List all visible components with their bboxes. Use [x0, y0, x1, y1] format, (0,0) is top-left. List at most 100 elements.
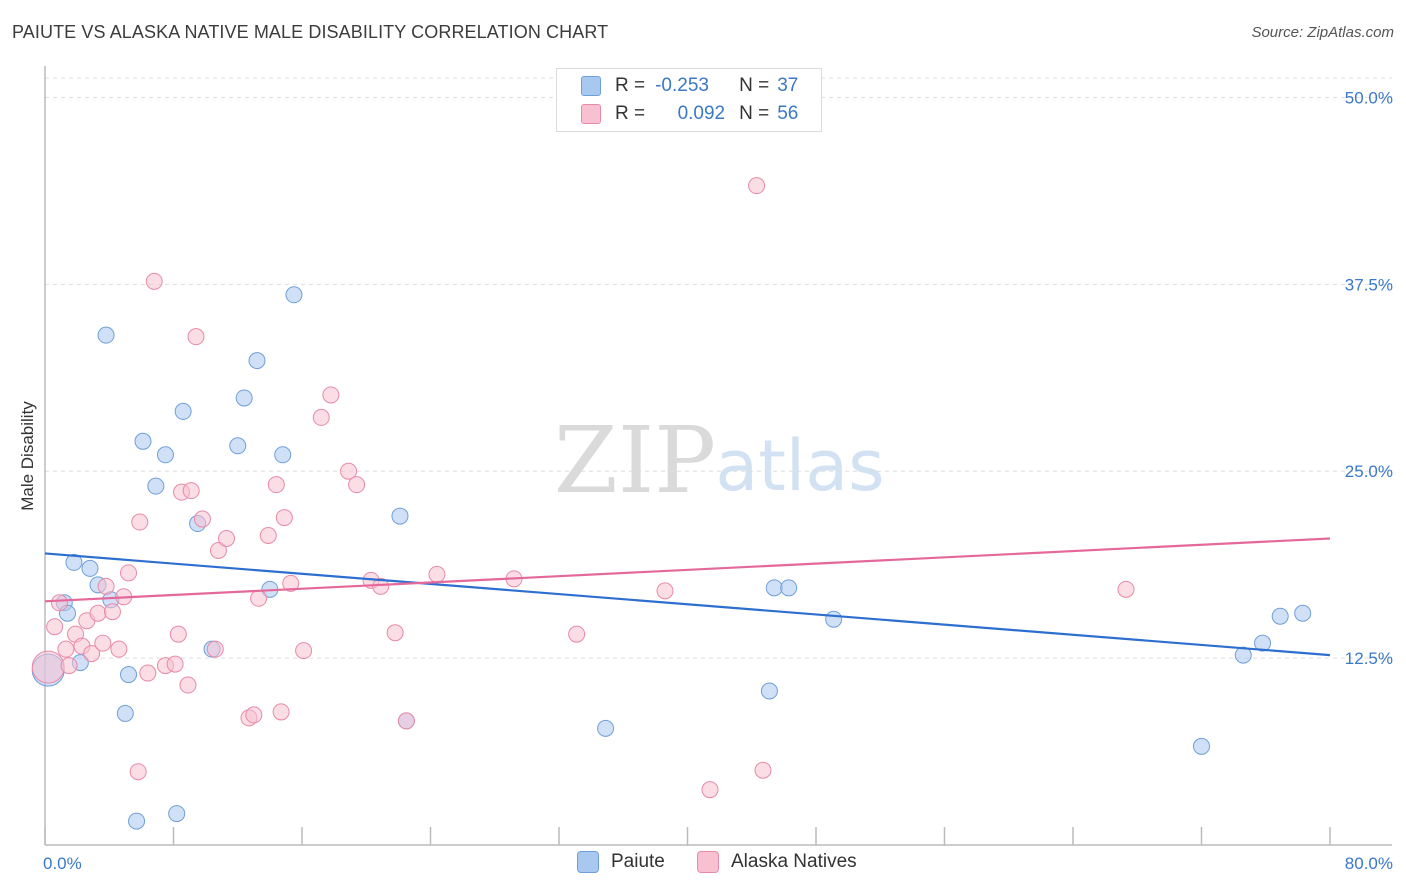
alaska-natives-point	[57, 640, 75, 658]
alaska-n-value: 56	[777, 103, 799, 124]
paiute-point	[128, 812, 146, 830]
paiute-r-label: R =	[615, 75, 646, 96]
paiute-point	[116, 704, 134, 722]
alaska-natives-point	[754, 761, 772, 779]
alaska-natives-point	[312, 408, 330, 426]
watermark-atlas: atlas	[715, 425, 884, 507]
paiute-point	[134, 432, 152, 450]
paiute-point	[97, 326, 115, 344]
paiute-point	[174, 402, 192, 420]
paiute-swatch	[581, 76, 601, 96]
alaska-natives-point	[187, 328, 205, 346]
paiute-point	[156, 446, 174, 464]
alaska-natives-point	[218, 529, 236, 547]
paiute-point	[1254, 634, 1272, 652]
correlation-legend: R = -0.253 N = 37 R = 0.092 N = 56	[556, 68, 822, 132]
alaska-natives-point	[89, 604, 107, 622]
paiute-point	[168, 805, 186, 823]
alaska-natives-point	[193, 510, 211, 528]
legend-row-alaska-natives: R = 0.092 N = 56	[581, 101, 798, 127]
bottom-legend-paiute: Paiute	[577, 851, 665, 873]
paiute-point	[274, 446, 292, 464]
paiute-point	[1193, 737, 1210, 755]
y-tick-label: 12.5%	[1345, 649, 1393, 668]
alaska-natives-swatch	[581, 104, 601, 124]
alaska-natives-point	[139, 664, 157, 682]
alaska-natives-point	[60, 657, 78, 675]
alaska-natives-point	[568, 625, 586, 643]
alaska-natives-point	[250, 589, 268, 607]
alaska-natives-point	[166, 655, 184, 673]
alaska-natives-point	[131, 513, 149, 531]
alaska-natives-point	[322, 386, 340, 404]
legend-row-paiute: R = -0.253 N = 37	[581, 73, 798, 99]
paiute-point	[81, 559, 99, 577]
paiute-legend-label: Paiute	[611, 851, 665, 872]
alaska-natives-legend-swatch	[697, 851, 719, 873]
alaska-natives-point	[245, 706, 263, 724]
paiute-point	[1294, 604, 1312, 622]
paiute-point	[765, 579, 783, 597]
paiute-point	[248, 352, 266, 370]
alaska-natives-point	[145, 272, 163, 290]
paiute-n-value: 37	[777, 75, 799, 96]
alaska-natives-point	[340, 462, 358, 480]
alaska-natives-point	[272, 703, 290, 721]
y-tick-label: 50.0%	[1345, 88, 1393, 107]
paiute-point	[391, 507, 409, 525]
watermark-zip: ZIP	[554, 407, 716, 514]
alaska-natives-point	[267, 476, 285, 494]
paiute-point	[147, 477, 165, 495]
chart-title: PAIUTE VS ALASKA NATIVE MALE DISABILITY …	[12, 22, 609, 42]
alaska-natives-point	[209, 541, 227, 559]
paiute-point	[285, 286, 303, 304]
alaska-natives-point	[656, 582, 674, 600]
x-tick-label: 0.0%	[43, 854, 82, 873]
alaska-natives-point	[386, 624, 404, 642]
paiute-r-value: -0.253	[655, 75, 709, 96]
alaska-natives-point	[120, 564, 138, 582]
alaska-r-value: 0.092	[677, 103, 726, 124]
paiute-point	[1234, 646, 1252, 664]
alaska-natives-point	[428, 565, 446, 583]
alaska-natives-point	[110, 640, 128, 658]
paiute-point	[65, 553, 83, 571]
alaska-natives-trend-line	[44, 537, 1331, 603]
alaska-natives-point	[169, 625, 187, 643]
paiute-n-label: N =	[739, 75, 770, 96]
alaska-r-label: R =	[615, 103, 646, 124]
paiute-point	[780, 579, 798, 597]
paiute-point	[235, 389, 253, 407]
y-tick-label: 37.5%	[1345, 275, 1393, 294]
alaska-natives-point	[748, 177, 766, 195]
alaska-natives-point	[1117, 580, 1135, 598]
paiute-point	[597, 719, 615, 737]
paiute-point	[825, 610, 843, 628]
alaska-natives-point	[206, 640, 224, 658]
x-tick-label: 80.0%	[1345, 854, 1393, 873]
alaska-natives-point	[259, 527, 277, 545]
alaska-natives-point	[397, 712, 415, 730]
alaska-natives-point	[275, 509, 293, 527]
paiute-legend-swatch	[577, 851, 599, 873]
alaska-natives-legend-label: Alaska Natives	[731, 851, 857, 872]
alaska-n-label: N =	[739, 103, 770, 124]
alaska-natives-point	[182, 482, 200, 500]
alaska-natives-point	[50, 594, 68, 612]
alaska-natives-point	[46, 618, 64, 636]
paiute-point	[120, 666, 138, 684]
alaska-natives-point	[348, 476, 366, 494]
paiute-trend-line	[44, 552, 1331, 657]
alaska-natives-point	[103, 603, 121, 621]
alaska-natives-point	[295, 642, 313, 660]
y-tick-label: 25.0%	[1345, 462, 1393, 481]
paiute-point	[1271, 607, 1289, 625]
alaska-natives-point	[94, 634, 112, 652]
alaska-natives-point	[83, 645, 101, 663]
source-label: Source: ZipAtlas.com	[1251, 24, 1394, 41]
alaska-natives-point	[129, 763, 147, 781]
paiute-point	[760, 682, 778, 700]
alaska-natives-point	[701, 781, 719, 799]
bottom-legend-alaska-natives: Alaska Natives	[697, 851, 857, 873]
